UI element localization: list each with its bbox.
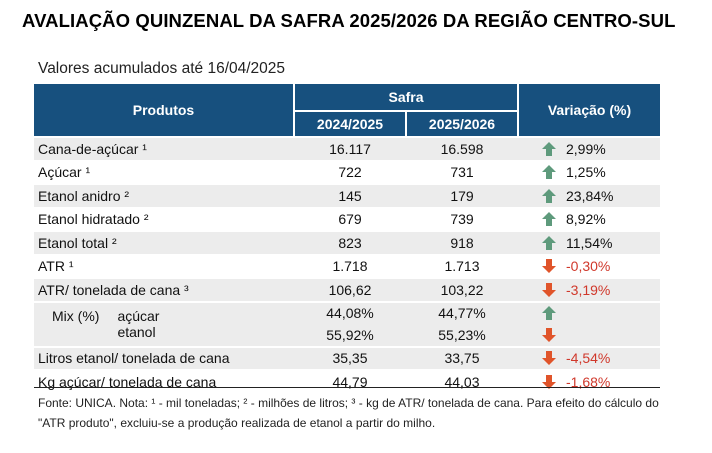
header-year-2025-2026: 2025/2026 [406,111,518,137]
arrow-down-icon [518,258,566,274]
table-bottom-rule [34,387,660,388]
value-2025-2026: 739 [406,206,518,231]
arrow-up-icon [518,211,566,227]
value-2025-2026: 1.713 [406,253,518,278]
table-row: Açúcar ¹ 722 731 1,25% [34,159,660,184]
value-2024-2025: 145 [294,183,406,208]
variation-cell: 8,92% [518,206,660,231]
value-2024-2025: 823 [294,230,406,255]
table-row: ATR/ tonelada de cana ³ 106,62 103,22 -3,19… [34,277,660,302]
arrow-up-icon [518,305,566,321]
variation-cell: 1,25% [518,159,660,184]
value-2024-2025: 1.718 [294,253,406,278]
variation-cell: -4,54% [518,345,660,370]
variation-value: 2,99% [566,140,606,157]
value-2024-2025: 106,62 [294,277,406,302]
header-variation: Variação (%) [517,84,660,137]
table-row: Etanol total ² 823 918 11,54% [34,230,660,255]
variation-value: -0,30% [566,258,611,275]
value-2025-2026: 731 [406,159,518,184]
value-2025-2026: 55,23% [406,324,518,347]
variation-value: 8,92% [566,211,606,228]
value-2024-2025: 679 [294,206,406,231]
table-row: Etanol hidratado ² 679 739 8,92% [34,206,660,231]
variation-cell [518,324,660,347]
mix-product: Mix (%)etanol [34,324,294,347]
mix-product-name: açúcar [117,308,160,324]
table-row: Litros etanol/ tonelada de cana 35,35 33,7… [34,345,660,370]
value-2025-2026: 33,75 [406,345,518,370]
value-2024-2025: 44,08% [294,300,406,324]
value-2025-2026: 918 [406,230,518,255]
product-name: Etanol anidro ² [34,183,294,208]
variation-cell: -0,30% [518,253,660,278]
variation-cell: 2,99% [518,136,660,161]
arrow-down-icon [518,374,566,390]
value-2024-2025: 35,35 [294,345,406,370]
product-name: Etanol hidratado ² [34,206,294,231]
variation-cell: 11,54% [518,230,660,255]
value-2025-2026: 44,77% [406,300,518,324]
header-products: Produtos [34,84,295,137]
value-2025-2026: 16.598 [406,136,518,161]
product-name: Açúcar ¹ [34,159,294,184]
variation-cell: -1,68% [518,369,660,393]
mix-product: Mix (%) açúcar [34,300,294,324]
variation-value: -3,19% [566,281,611,298]
mix-product-name: etanol [117,324,156,340]
product-name: ATR/ tonelada de cana ³ [34,277,294,302]
page-title: AVALIAÇÃO QUINZENAL DA SAFRA 2025/2026 D… [22,10,676,31]
product-name: Kg açúcar/ tonelada de cana [34,369,294,393]
arrow-down-icon [518,350,566,366]
product-name: ATR ¹ [34,253,294,278]
value-2024-2025: 722 [294,159,406,184]
header-year-2024-2025: 2024/2025 [294,111,407,137]
value-2025-2026: 179 [406,183,518,208]
value-2024-2025: 44,79 [294,369,406,393]
table-row: Etanol anidro ² 145 179 23,84% [34,183,660,208]
table-row: Cana-de-açúcar ¹ 16.117 16.598 2,99% [34,136,660,161]
value-2025-2026: 103,22 [406,277,518,302]
harvest-table: Produtos Safra Variação (%) 2024/2025 20… [34,84,660,393]
variation-value: 1,25% [566,164,606,181]
variation-cell: 23,84% [518,183,660,208]
mix-label: Mix (%) [52,308,100,324]
variation-value: 23,84% [566,187,614,204]
variation-value: 11,54% [566,234,613,251]
variation-value: -1,68% [566,373,611,390]
table-subtitle: Valores acumulados até 16/04/2025 [38,60,286,77]
header-safra: Safra [294,84,518,112]
arrow-down-icon [518,327,566,343]
value-2024-2025: 16.117 [294,136,406,161]
product-name: Cana-de-açúcar ¹ [34,136,294,161]
table-row: Mix (%) açúcar 44,08% 44,77% [34,300,660,324]
footnote: Fonte: UNICA. Nota: ¹ - mil toneladas; ²… [38,396,659,430]
variation-cell: -3,19% [518,277,660,302]
value-2024-2025: 55,92% [294,324,406,347]
variation-cell [518,300,660,324]
arrow-up-icon [518,188,566,204]
table-row: ATR ¹ 1.718 1.713 -0,30% [34,253,660,278]
value-2025-2026: 44,03 [406,369,518,393]
product-name: Etanol total ² [34,230,294,255]
arrow-up-icon [518,235,566,251]
arrow-up-icon [518,164,566,180]
arrow-up-icon [518,141,566,157]
product-name: Litros etanol/ tonelada de cana [34,345,294,370]
table-row: Kg açúcar/ tonelada de cana 44,79 44,03 -1,… [34,369,660,393]
variation-value: -4,54% [566,350,611,367]
arrow-down-icon [518,282,566,298]
